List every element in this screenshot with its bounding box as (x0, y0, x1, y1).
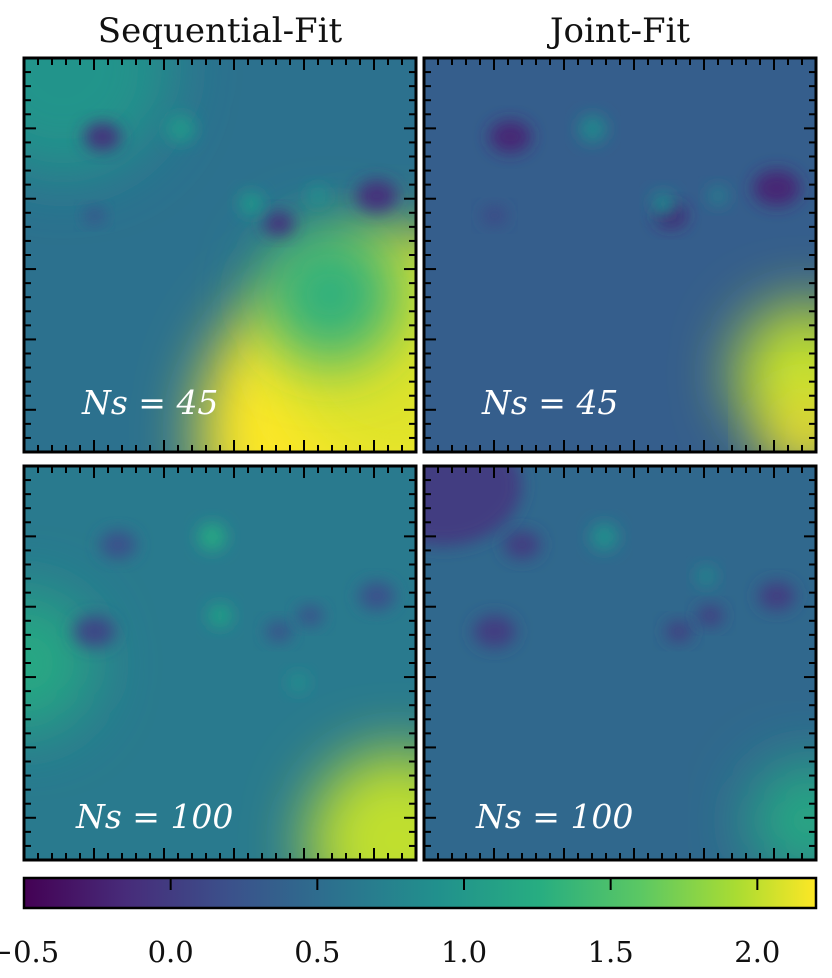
heatmap-panel-sequential-100: Ns = 100 (22, 464, 418, 862)
field-maximum (198, 522, 227, 551)
field-minimum (697, 605, 724, 626)
field-minimum (753, 170, 801, 207)
colorbar-tick-label: 0.0 (148, 935, 194, 969)
field-highlight (24, 58, 174, 176)
field-minimum (73, 615, 116, 648)
field-minimum (758, 582, 795, 611)
heatmap-panels: Ns = 45 Ns = 45 Ns = 100 Ns = 100 (22, 56, 818, 862)
colorbar-tick-label: 0.5 (294, 935, 340, 969)
heatmap-panel-joint-100: Ns = 100 (422, 464, 818, 862)
field-minimum (665, 621, 692, 642)
column-title-joint-fit: Joint-Fit (547, 11, 690, 51)
field-minimum (473, 615, 516, 648)
field-minimum (297, 605, 324, 626)
field-minimum (84, 207, 105, 224)
heatmap-panel-joint-45: Ns = 45 (422, 56, 818, 454)
field-minimum (84, 122, 121, 151)
field-maximum (708, 185, 728, 206)
field-highlight (306, 750, 416, 860)
field-highlight (768, 392, 816, 452)
column-title-sequential-fit: Sequential-Fit (98, 11, 343, 51)
colorbar-tick-label: 1.5 (588, 935, 634, 969)
colorbar: −0.5 0.0 0.5 1.0 1.5 2.0 (0, 876, 818, 969)
field-maximum (590, 522, 619, 551)
field-maximum (651, 191, 676, 216)
field-highlight (748, 760, 816, 860)
field-maximum (166, 114, 195, 143)
colorbar-tick-label: −0.5 (0, 935, 59, 969)
field-highlight (259, 224, 400, 365)
panel-label: Ns = 100 (75, 797, 233, 836)
field-maximum (208, 603, 232, 628)
field-minimum (99, 530, 137, 559)
heatmap-panel-sequential-45: Ns = 45 (22, 56, 418, 454)
field-maximum (696, 566, 717, 587)
field-minimum (482, 206, 507, 225)
panel-label: Ns = 100 (475, 797, 633, 836)
field-minimum (503, 530, 541, 559)
colorbar-gradient (22, 876, 818, 910)
panel-label: Ns = 45 (481, 383, 618, 422)
column-titles: Sequential-Fit Joint-Fit (98, 11, 691, 51)
field-minimum (356, 179, 398, 212)
panel-ticks (424, 58, 816, 452)
colorbar-tick-label: 2.0 (734, 935, 780, 969)
field-minimum (424, 466, 522, 546)
field-maximum (288, 672, 309, 693)
field-maximum (308, 185, 328, 206)
panel-ticks (424, 466, 816, 860)
field-minimum (358, 582, 395, 611)
panel-label: Ns = 45 (81, 383, 218, 422)
field-minimum (263, 211, 295, 236)
field-minimum (265, 621, 292, 642)
colorbar-tick-label: 1.0 (441, 935, 487, 969)
panel-ticks (24, 58, 416, 452)
field-maximum (578, 114, 607, 143)
field-minimum (489, 120, 532, 153)
field-maximum (239, 191, 264, 216)
panel-ticks (24, 466, 416, 860)
